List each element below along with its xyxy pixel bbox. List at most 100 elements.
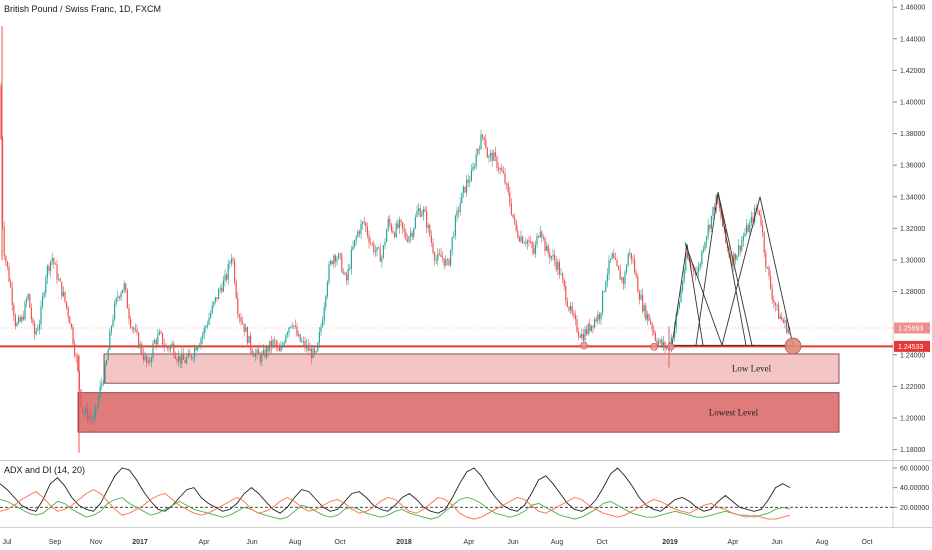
candle-body xyxy=(85,407,87,413)
y-tick-label: 1.18000 xyxy=(900,447,925,454)
candle-body xyxy=(272,339,274,348)
candle-body xyxy=(605,281,607,292)
candle-body xyxy=(360,224,362,234)
candle-body xyxy=(419,208,421,217)
candle-body xyxy=(98,396,100,407)
candle-body xyxy=(464,186,466,193)
y-axis: 1.46000 1.44000 1.42000 1.40000 1.38000 1.360… xyxy=(893,5,930,454)
candle-body xyxy=(349,268,351,270)
y-tick-label: 1.42000 xyxy=(900,68,925,75)
y-tick-label: 1.28000 xyxy=(900,289,925,296)
touch-marker xyxy=(650,343,658,351)
candle-body xyxy=(624,272,626,285)
pattern-line xyxy=(684,242,723,346)
zone-label: Low Level xyxy=(732,364,772,374)
candle-body xyxy=(248,335,250,344)
candle-body xyxy=(182,353,184,360)
candle-body xyxy=(416,211,418,218)
candle-body xyxy=(296,326,298,336)
support-price-tag xyxy=(894,340,930,352)
x-tick-label: Jun xyxy=(771,539,782,546)
candle-body xyxy=(206,324,208,327)
candle-body xyxy=(678,302,680,308)
candle-body xyxy=(8,266,10,282)
candle-body xyxy=(630,252,632,260)
candle-body xyxy=(485,139,487,149)
candle-body xyxy=(322,320,324,327)
candle-body xyxy=(187,353,189,359)
candle-body xyxy=(552,254,554,257)
candle-body xyxy=(258,349,260,355)
candle-body xyxy=(621,277,623,280)
ind-y-tick-label: 40.00000 xyxy=(900,485,929,492)
candle-body xyxy=(405,231,407,240)
y-tick-label: 1.38000 xyxy=(900,131,925,138)
candle-body xyxy=(629,252,631,254)
candle-body xyxy=(722,217,724,227)
candle-body xyxy=(482,134,484,137)
candle-body xyxy=(784,320,786,323)
candle-body xyxy=(390,224,392,231)
candle-body xyxy=(26,299,28,303)
candle-body xyxy=(136,329,138,333)
candle-body xyxy=(347,268,349,281)
candle-body xyxy=(378,247,380,249)
candle-body xyxy=(443,258,445,266)
candle-body xyxy=(536,236,538,245)
zones: Low Level Lowest Level xyxy=(0,327,893,433)
candle-body xyxy=(342,272,344,274)
candle-body xyxy=(386,230,388,243)
candle-body xyxy=(6,261,8,267)
candle-body xyxy=(512,214,514,218)
candle-body xyxy=(230,258,232,263)
candle-body xyxy=(526,240,528,244)
candle-body xyxy=(40,306,42,325)
candle-body xyxy=(568,306,570,311)
candle-body xyxy=(210,313,212,318)
candle-body xyxy=(189,353,191,356)
candle-body xyxy=(269,340,271,352)
candle-body xyxy=(619,270,621,280)
candle-body xyxy=(502,171,504,174)
candle-body xyxy=(323,307,325,321)
candle-body xyxy=(691,264,693,267)
candle-body xyxy=(514,217,516,221)
candle-body xyxy=(192,357,194,359)
candle-body xyxy=(355,236,357,240)
candle-body xyxy=(477,148,479,155)
candle-body xyxy=(312,348,314,359)
candle-body xyxy=(219,288,221,290)
candle-body xyxy=(27,294,29,300)
candle-body xyxy=(83,412,85,414)
candle-body xyxy=(222,280,224,292)
highlight-marker xyxy=(784,337,802,355)
x-tick-label: Aug xyxy=(816,539,829,546)
candle-body xyxy=(242,321,244,324)
candle-body xyxy=(274,339,276,341)
candle-body xyxy=(720,208,722,218)
candle-body xyxy=(632,259,634,261)
candle-body xyxy=(82,406,84,414)
candle-body xyxy=(560,273,562,275)
candle-body xyxy=(290,326,292,328)
candle-body xyxy=(418,208,420,212)
candle-body xyxy=(757,209,759,211)
candle-body xyxy=(494,152,496,157)
pattern-line xyxy=(717,191,753,346)
candle-body xyxy=(125,283,127,291)
candle-body xyxy=(264,349,266,358)
candle-body xyxy=(781,316,783,320)
candle-body xyxy=(613,253,615,259)
candle-body xyxy=(571,305,573,314)
candle-body xyxy=(368,235,370,243)
adx-indicator: 60.00000 40.00000 20.00000 xyxy=(0,465,929,520)
candle-body xyxy=(446,259,448,261)
candle-body xyxy=(643,305,645,312)
candle-body xyxy=(53,258,55,264)
candle-body xyxy=(746,225,748,233)
zone-label: Lowest Level xyxy=(709,407,759,417)
candle-body xyxy=(123,283,125,290)
candle-body xyxy=(346,274,348,281)
candle-body xyxy=(333,255,335,265)
